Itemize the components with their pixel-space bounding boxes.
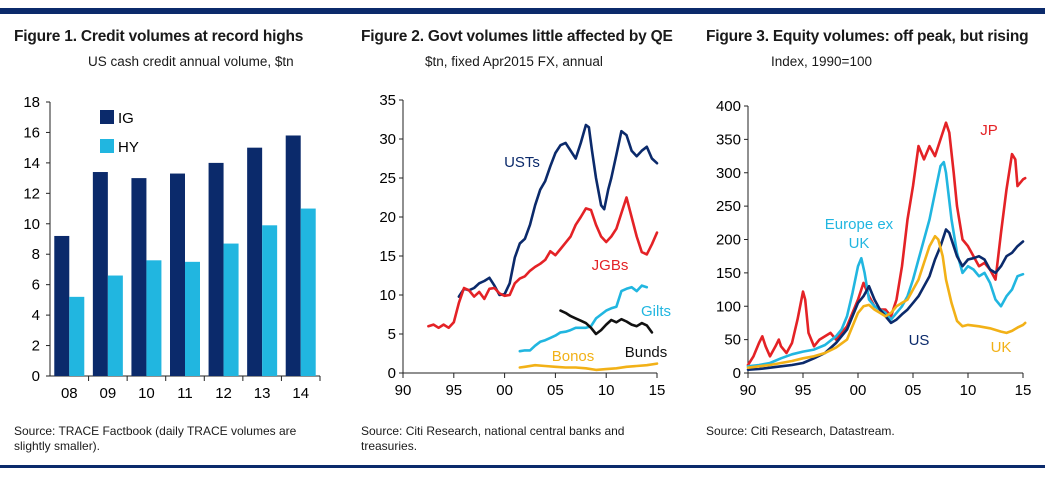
y-tick-label: 6	[32, 277, 40, 294]
legend-swatch-ig	[100, 110, 114, 124]
figure-2-subtitle: $tn, fixed Apr2015 FX, annual	[425, 54, 603, 69]
series-label-gilts: Gilts	[641, 303, 671, 320]
y-tick-label: 10	[379, 287, 396, 304]
y-tick-label: 250	[716, 198, 741, 215]
figure-1-subtitle: US cash credit annual volume, $tn	[88, 54, 294, 69]
y-tick-label: 150	[716, 265, 741, 282]
y-tick-label: 400	[716, 98, 741, 115]
y-tick-label: 18	[23, 94, 40, 111]
y-tick-label: 10	[23, 216, 40, 233]
figure-3-panel: Figure 3. Equity volumes: off peak, but …	[706, 16, 1036, 462]
series-line-gilts	[518, 284, 649, 353]
x-tick-label: 12	[215, 385, 232, 402]
bar-ig-13	[247, 147, 263, 376]
series-line-bonos	[518, 362, 659, 372]
y-tick-label: 5	[388, 326, 396, 343]
bar-hy-09	[107, 275, 123, 376]
series-label-europe-ex-uk: Europe ex	[825, 216, 894, 233]
y-tick-label: 16	[23, 124, 40, 141]
x-tick-label: 95	[445, 382, 462, 399]
bar-ig-14	[285, 135, 301, 376]
bar-ig-12	[208, 162, 224, 376]
y-tick-label: 2	[32, 338, 40, 355]
bottom-rule	[0, 465, 1045, 468]
y-tick-label: 200	[716, 232, 741, 249]
y-tick-label: 100	[716, 298, 741, 315]
series-label-europe-ex-uk: UK	[849, 235, 870, 252]
series-line-jgbs	[427, 196, 659, 330]
figure-3-source: Source: Citi Research, Datastream.	[706, 424, 895, 438]
bar-ig-11	[170, 173, 185, 376]
figure-1-panel: Figure 1. Credit volumes at record highs…	[14, 16, 344, 462]
x-tick-label: 14	[292, 385, 309, 402]
series-label-jgbs: JGBs	[592, 257, 629, 274]
y-tick-label: 25	[379, 170, 396, 187]
bar-ig-08	[54, 235, 70, 376]
x-tick-label: 15	[649, 382, 666, 399]
figure-2-title: Figure 2. Govt volumes little affected b…	[361, 28, 673, 45]
x-tick-label: 13	[254, 385, 271, 402]
x-tick-label: 09	[100, 385, 117, 402]
series-label-bunds: Bunds	[625, 344, 668, 361]
figure-3-chart: 0 50 100 150 200 250 300 350 400 90 95 00 05 10 15 JP Eu…	[716, 98, 1032, 399]
y-tick-label: 0	[388, 365, 396, 382]
series-line-jp	[746, 121, 1027, 367]
legend-swatch-hy	[100, 139, 114, 153]
figure-3-title: Figure 3. Equity volumes: off peak, but …	[706, 28, 1029, 45]
series-label-jp: JP	[980, 122, 998, 139]
x-tick-label: 90	[395, 382, 412, 399]
series-line-uk	[746, 234, 1027, 369]
x-tick-label: 08	[61, 385, 78, 402]
figure-1-chart: 0 2 4 6 8 10 12 14 16 18 08 09 10 11 12 13 14 IG HY	[23, 94, 321, 402]
y-tick-label: 8	[32, 246, 40, 263]
y-tick-label: 30	[379, 131, 396, 148]
x-tick-label: 00	[850, 382, 867, 399]
figure-2-source: Source: Citi Research, national central …	[361, 424, 625, 453]
x-tick-label: 15	[1015, 382, 1032, 399]
y-tick-label: 50	[724, 332, 741, 349]
y-tick-label: 20	[379, 209, 396, 226]
legend-label-ig: IG	[118, 110, 134, 127]
series-line-bunds	[559, 309, 654, 336]
series-line-europe-ex-uk	[746, 160, 1025, 368]
x-tick-label: 05	[547, 382, 564, 399]
legend-label-hy: HY	[118, 139, 139, 156]
series-label-us: US	[909, 332, 930, 349]
bar-hy-13	[262, 225, 278, 376]
x-tick-label: 11	[177, 385, 193, 402]
series-label-uk: UK	[991, 339, 1012, 356]
x-tick-label: 05	[905, 382, 922, 399]
y-tick-label: 350	[716, 131, 741, 148]
series-label-bonos: Bonos	[552, 348, 595, 365]
y-tick-label: 4	[32, 307, 40, 324]
figure-1-title: Figure 1. Credit volumes at record highs	[14, 28, 304, 45]
figure-1-source: Source: TRACE Factbook (daily TRACE volu…	[14, 424, 297, 453]
bar-hy-14	[300, 208, 316, 376]
top-rule	[0, 8, 1045, 14]
series-label-usts: USTs	[504, 154, 540, 171]
y-tick-label: 12	[23, 185, 40, 202]
y-tick-label: 15	[379, 248, 396, 265]
x-tick-label: 10	[598, 382, 615, 399]
x-tick-label: 00	[496, 382, 513, 399]
bar-hy-08	[69, 296, 85, 376]
series-line-usts	[457, 123, 659, 298]
y-tick-label: 0	[733, 365, 741, 382]
bar-ig-10	[131, 178, 147, 376]
bar-ig-09	[92, 172, 108, 376]
figure-2-panel: Figure 2. Govt volumes little affected b…	[361, 16, 691, 462]
bar-hy-12	[223, 243, 239, 376]
y-tick-label: 300	[716, 165, 741, 182]
x-tick-label: 10	[960, 382, 977, 399]
bar-hy-10	[146, 260, 162, 376]
x-tick-label: 90	[740, 382, 757, 399]
x-tick-label: 95	[795, 382, 812, 399]
bar-hy-11	[185, 261, 200, 376]
y-tick-label: 0	[32, 368, 40, 385]
y-tick-label: 35	[379, 92, 396, 109]
x-tick-label: 10	[138, 385, 155, 402]
y-tick-label: 14	[23, 155, 40, 172]
figure-3-subtitle: Index, 1990=100	[771, 54, 872, 69]
